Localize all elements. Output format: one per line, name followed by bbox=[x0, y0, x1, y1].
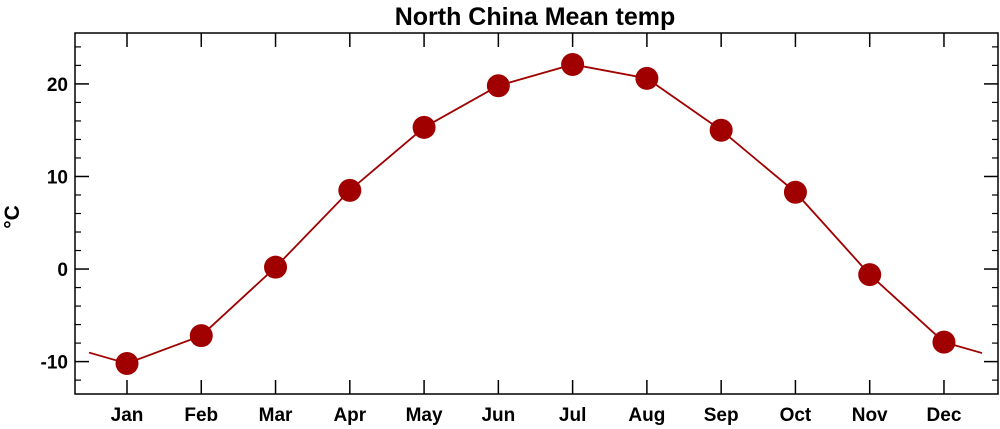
x-tick-label: Jun bbox=[481, 405, 515, 426]
data-point bbox=[858, 263, 882, 287]
x-tick-label: Apr bbox=[333, 405, 366, 426]
y-tick-label: -10 bbox=[41, 353, 68, 374]
x-tick-label: Feb bbox=[184, 405, 218, 426]
x-tick-label: Dec bbox=[927, 405, 962, 426]
series-line bbox=[88, 63, 983, 365]
x-tick-label: Jan bbox=[111, 405, 144, 426]
x-tick-label: Jul bbox=[559, 405, 586, 426]
data-point bbox=[412, 115, 436, 139]
x-tick-label: May bbox=[406, 405, 443, 426]
x-tick-label: Sep bbox=[704, 405, 739, 426]
y-tick-label: 20 bbox=[47, 75, 68, 96]
chart-title: North China Mean temp bbox=[395, 3, 676, 31]
data-point bbox=[189, 324, 213, 348]
data-point bbox=[486, 74, 510, 98]
data-points bbox=[115, 52, 956, 375]
data-point bbox=[635, 66, 659, 90]
x-tick-label: Nov bbox=[852, 405, 888, 426]
data-point bbox=[783, 180, 807, 204]
data-point bbox=[932, 330, 956, 354]
data-point bbox=[561, 52, 585, 76]
data-point bbox=[709, 118, 733, 142]
axis-ticks bbox=[75, 33, 998, 394]
y-axis-label: °C bbox=[1, 205, 24, 229]
data-point bbox=[115, 351, 139, 375]
y-tick-label: 10 bbox=[47, 167, 68, 188]
data-point bbox=[264, 255, 288, 279]
x-tick-label: Mar bbox=[259, 405, 293, 426]
x-tick-label: Oct bbox=[780, 405, 812, 426]
plot-frame bbox=[74, 32, 999, 395]
data-point bbox=[338, 178, 362, 202]
y-tick-label: 0 bbox=[57, 260, 68, 281]
x-tick-label: Aug bbox=[628, 405, 665, 426]
x-tick-labels: Jan Feb Mar Apr May Jun Jul Aug Sep Oct Nov Dec bbox=[111, 405, 962, 426]
y-tick-labels: -10 0 10 20 bbox=[41, 75, 68, 374]
